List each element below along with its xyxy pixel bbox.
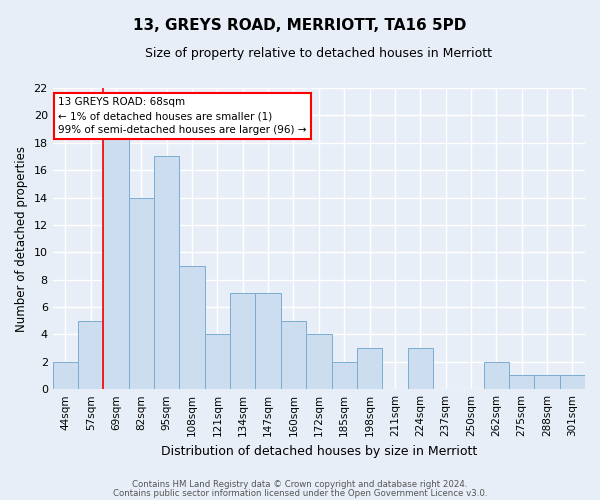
Bar: [78, 320, 103, 389]
Bar: [407, 348, 433, 389]
Bar: [129, 198, 154, 389]
Bar: [509, 376, 535, 389]
Text: 13, GREYS ROAD, MERRIOTT, TA16 5PD: 13, GREYS ROAD, MERRIOTT, TA16 5PD: [133, 18, 467, 32]
Bar: [560, 376, 585, 389]
Text: Contains public sector information licensed under the Open Government Licence v3: Contains public sector information licen…: [113, 489, 487, 498]
Bar: [306, 334, 332, 389]
Bar: [535, 376, 560, 389]
Bar: [484, 362, 509, 389]
Bar: [205, 334, 230, 389]
Y-axis label: Number of detached properties: Number of detached properties: [15, 146, 28, 332]
Bar: [281, 320, 306, 389]
X-axis label: Distribution of detached houses by size in Merriott: Distribution of detached houses by size …: [161, 444, 477, 458]
Bar: [256, 294, 281, 389]
Bar: [154, 156, 179, 389]
Title: Size of property relative to detached houses in Merriott: Size of property relative to detached ho…: [145, 48, 493, 60]
Bar: [103, 129, 129, 389]
Bar: [230, 294, 256, 389]
Bar: [53, 362, 78, 389]
Bar: [357, 348, 382, 389]
Text: Contains HM Land Registry data © Crown copyright and database right 2024.: Contains HM Land Registry data © Crown c…: [132, 480, 468, 489]
Bar: [179, 266, 205, 389]
Bar: [332, 362, 357, 389]
Text: 13 GREYS ROAD: 68sqm
← 1% of detached houses are smaller (1)
99% of semi-detache: 13 GREYS ROAD: 68sqm ← 1% of detached ho…: [58, 97, 307, 135]
